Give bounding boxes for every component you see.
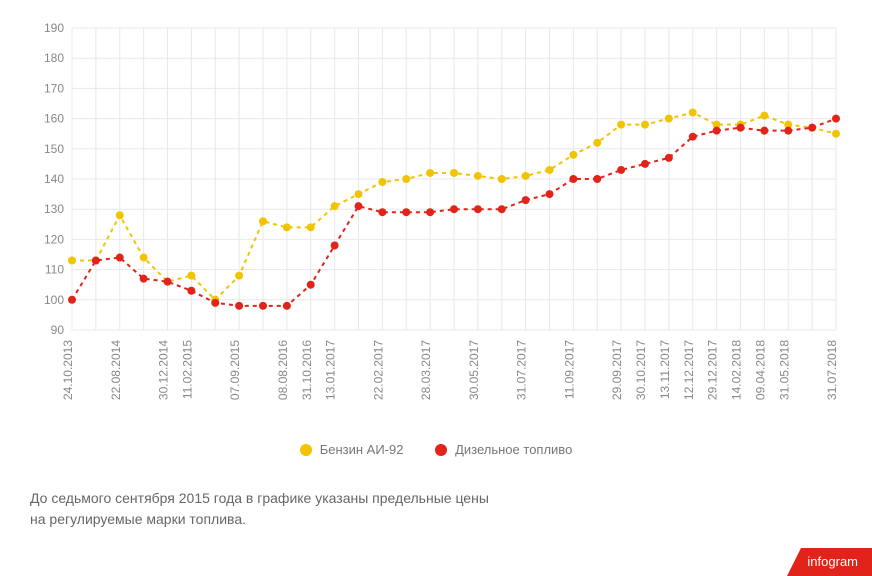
svg-text:90: 90 <box>51 323 65 337</box>
legend-dot-icon <box>300 444 312 456</box>
svg-text:31.07.2017: 31.07.2017 <box>515 340 529 400</box>
svg-text:29.12.2017: 29.12.2017 <box>706 340 720 400</box>
legend-label: Дизельное топливо <box>455 442 572 457</box>
svg-text:31.05.2018: 31.05.2018 <box>777 340 791 400</box>
brand-badge[interactable]: infogram <box>787 548 872 576</box>
brand-slash-icon <box>787 548 801 576</box>
svg-text:190: 190 <box>44 21 64 35</box>
footnote: До седьмого сентября 2015 года в графике… <box>30 488 489 530</box>
legend-dot-icon <box>435 444 447 456</box>
svg-text:30.05.2017: 30.05.2017 <box>467 340 481 400</box>
svg-text:110: 110 <box>45 263 64 277</box>
svg-text:24.10.2013: 24.10.2013 <box>61 340 75 400</box>
svg-text:160: 160 <box>44 112 64 126</box>
svg-text:11.02.2015: 11.02.2015 <box>180 340 194 399</box>
svg-text:150: 150 <box>44 142 64 156</box>
svg-text:29.09.2017: 29.09.2017 <box>610 340 624 400</box>
svg-text:100: 100 <box>44 293 64 307</box>
svg-text:22.08.2014: 22.08.2014 <box>109 340 123 400</box>
brand-label: infogram <box>801 548 872 576</box>
svg-text:180: 180 <box>44 51 64 65</box>
svg-text:120: 120 <box>44 232 64 246</box>
svg-text:13.11.2017: 13.11.2017 <box>658 340 672 399</box>
svg-text:12.12.2017: 12.12.2017 <box>682 340 696 400</box>
fuel-price-chart: 90 100 110 120 130 140 150 160 170 180 190 24.10.20… <box>30 20 840 440</box>
legend-item-diesel: Дизельное топливо <box>435 442 572 457</box>
svg-text:28.03.2017: 28.03.2017 <box>419 340 433 400</box>
svg-text:30.10.2017: 30.10.2017 <box>634 340 648 400</box>
svg-text:31.07.2018: 31.07.2018 <box>825 340 839 400</box>
svg-text:14.02.2018: 14.02.2018 <box>730 340 744 400</box>
footnote-line: на регулируемые марки топлива. <box>30 509 489 530</box>
legend-item-benzin: Бензин АИ-92 <box>300 442 404 457</box>
svg-text:08.08.2016: 08.08.2016 <box>276 340 290 400</box>
svg-text:31.10.2016: 31.10.2016 <box>300 340 314 400</box>
legend: Бензин АИ-92 Дизельное топливо <box>0 442 872 459</box>
svg-text:22.02.2017: 22.02.2017 <box>371 340 385 400</box>
svg-text:170: 170 <box>44 81 64 95</box>
svg-text:140: 140 <box>44 172 64 186</box>
svg-text:13.01.2017: 13.01.2017 <box>324 340 338 400</box>
svg-text:07.09.2015: 07.09.2015 <box>228 340 242 400</box>
legend-label: Бензин АИ-92 <box>320 442 404 457</box>
svg-text:30.12.2014: 30.12.2014 <box>157 340 171 400</box>
svg-text:11.09.2017: 11.09.2017 <box>562 340 576 399</box>
footnote-line: До седьмого сентября 2015 года в графике… <box>30 488 489 509</box>
svg-text:09.04.2018: 09.04.2018 <box>753 340 767 400</box>
svg-text:130: 130 <box>44 202 64 216</box>
